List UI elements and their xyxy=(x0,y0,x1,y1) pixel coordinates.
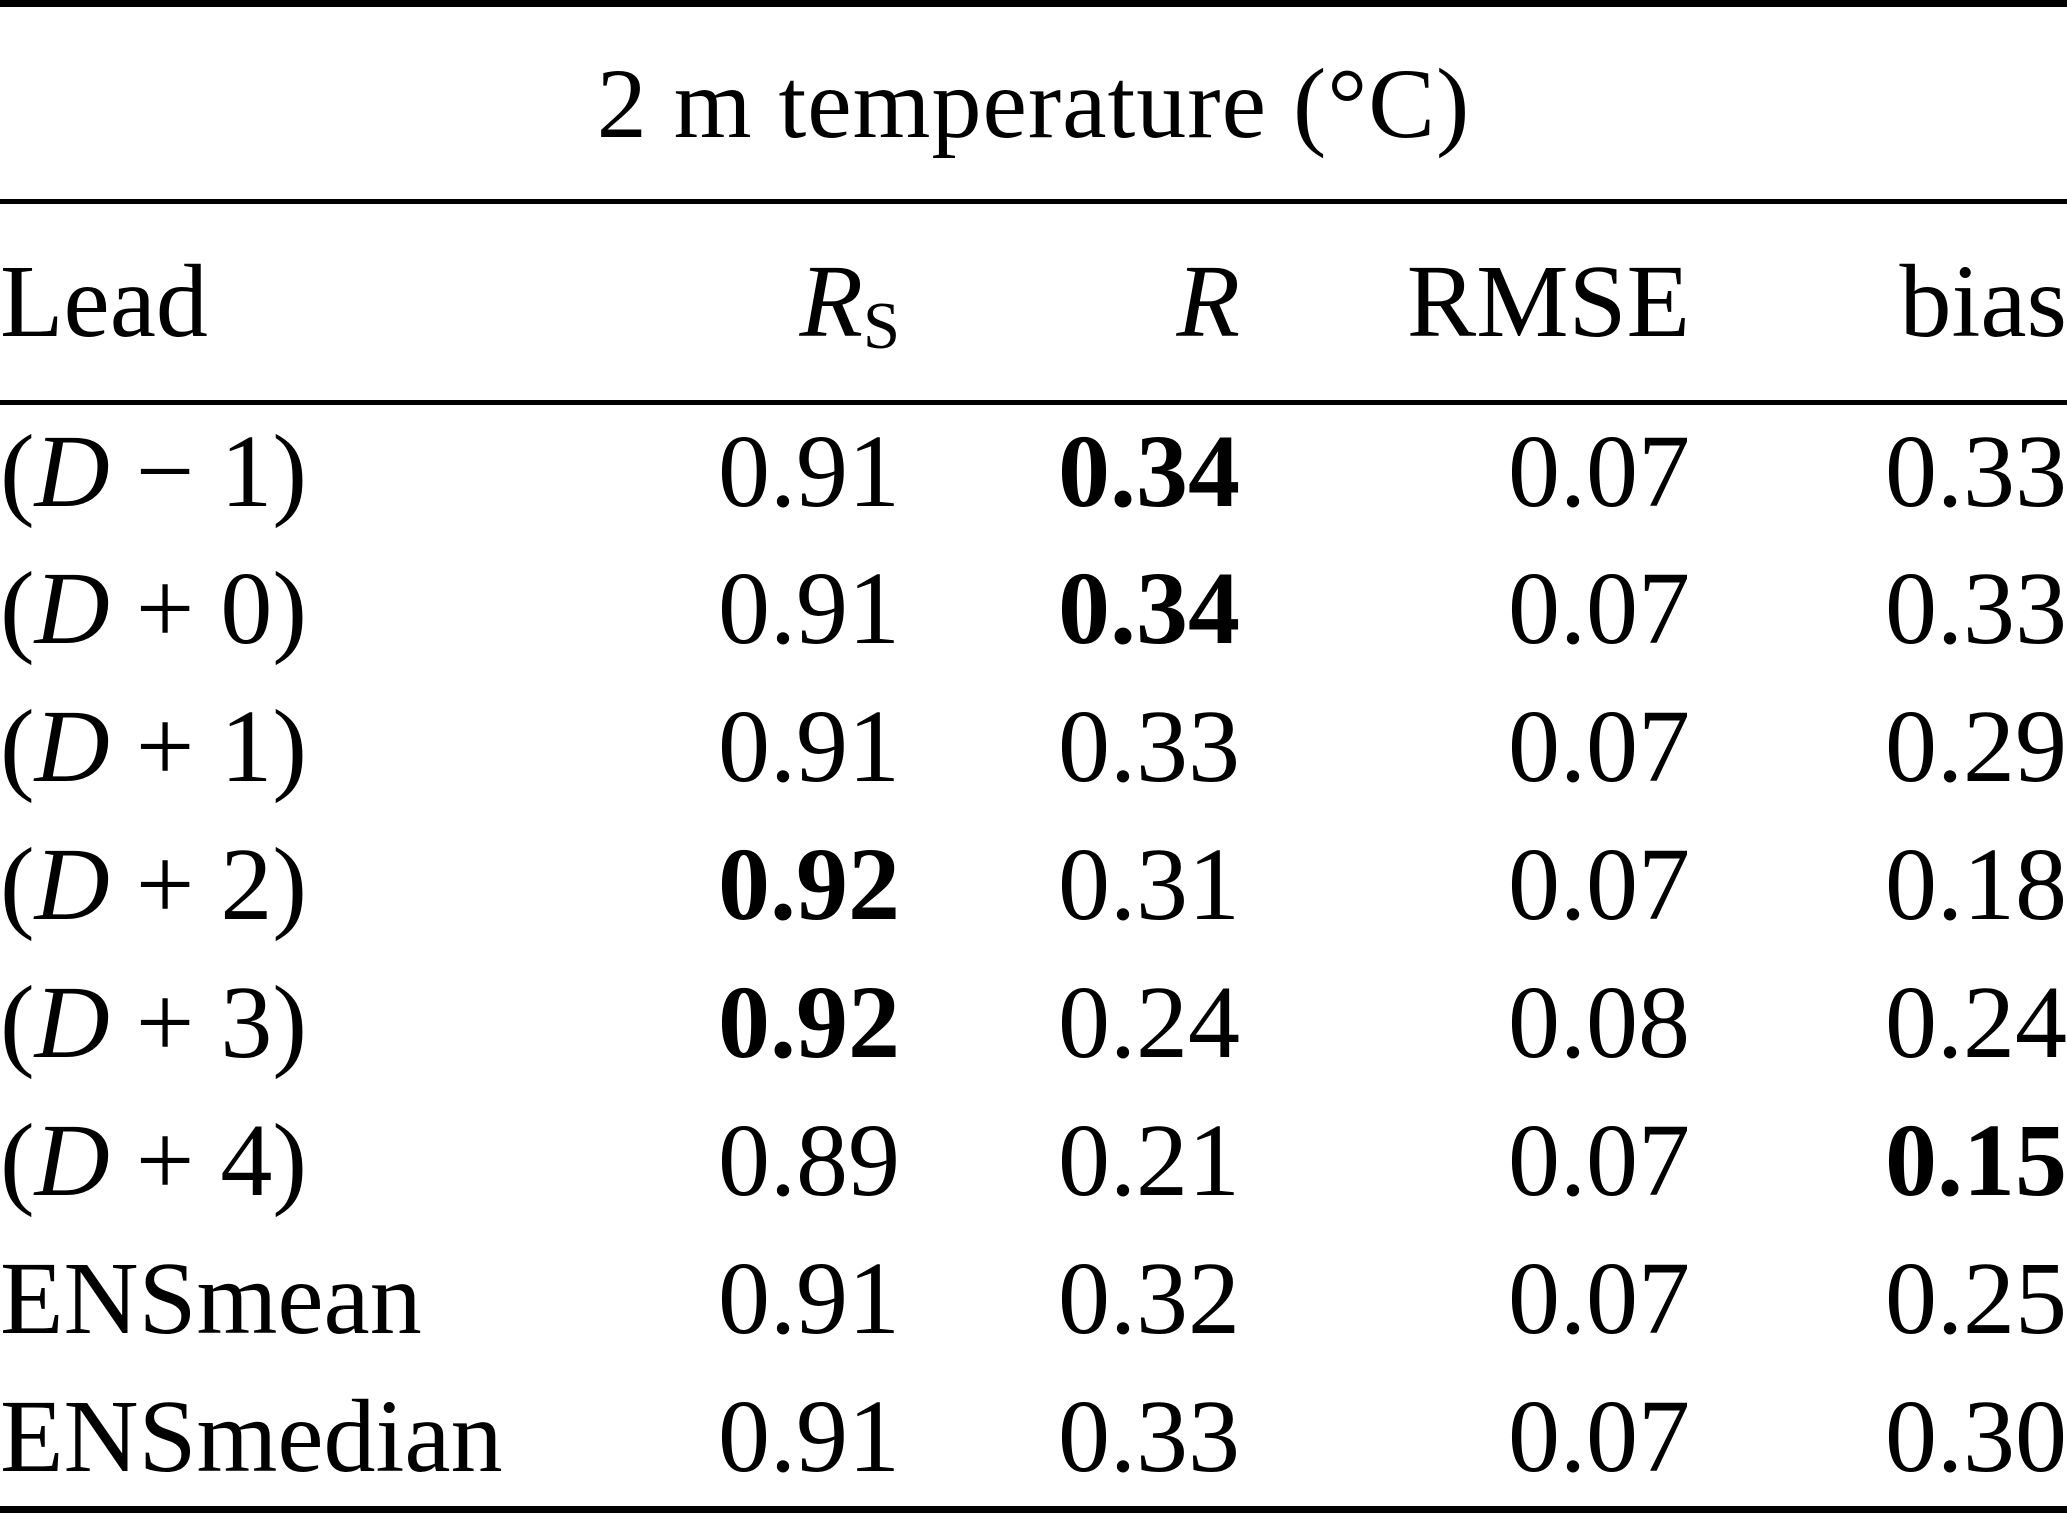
value-cell: 0.33 xyxy=(1058,1379,1240,1494)
value-cell: 0.18 xyxy=(1885,827,2067,942)
table-row: (D − 1) 0.91 0.34 0.07 0.33 xyxy=(0,402,2067,540)
value-cell: 0.07 xyxy=(1508,1241,1690,1356)
value-cell: 0.92 xyxy=(718,827,900,942)
value-cell: 0.07 xyxy=(1508,414,1690,530)
value-cell: 0.30 xyxy=(1885,1379,2067,1494)
value-cell: 0.29 xyxy=(1885,689,2067,804)
value-cell: 0.07 xyxy=(1508,1103,1690,1218)
value-cell: 0.15 xyxy=(1885,1103,2067,1218)
lead-cell: (D + 3) xyxy=(0,965,308,1080)
value-cell: 0.24 xyxy=(1885,965,2067,1080)
value-cell: 0.91 xyxy=(718,551,900,666)
metrics-table: Lead RS R RMSE bias (D − 1) 0.91 0.34 0.07 0… xyxy=(0,204,2067,1506)
value-cell: 0.33 xyxy=(1885,551,2067,666)
value-cell: 0.91 xyxy=(718,689,900,804)
lead-cell: ENSmedian xyxy=(0,1379,503,1494)
lead-cell: ENSmean xyxy=(0,1241,422,1356)
col-header-lead: Lead xyxy=(0,204,660,405)
value-cell: 0.91 xyxy=(718,1379,900,1494)
value-cell: 0.24 xyxy=(1058,965,1240,1080)
col-header-r: R xyxy=(900,204,1240,405)
value-cell: 0.91 xyxy=(718,1241,900,1356)
value-cell: 0.08 xyxy=(1508,965,1690,1080)
table-top-rule xyxy=(0,0,2067,7)
table-title: 2 m temperature (°C) xyxy=(596,47,1471,159)
table-row: (D + 1) 0.91 0.33 0.07 0.29 xyxy=(0,678,2067,816)
col-header-rs-subscript: S xyxy=(862,290,900,364)
table-row: (D + 0) 0.91 0.34 0.07 0.33 xyxy=(0,540,2067,678)
value-cell: 0.33 xyxy=(1885,414,2067,530)
title-divider-rule xyxy=(0,199,2067,204)
value-cell: 0.21 xyxy=(1058,1103,1240,1218)
value-cell: 0.34 xyxy=(1058,414,1240,530)
value-cell: 0.31 xyxy=(1058,827,1240,942)
value-cell: 0.92 xyxy=(718,965,900,1080)
value-cell: 0.07 xyxy=(1508,551,1690,666)
table-row: (D + 3) 0.92 0.24 0.08 0.24 xyxy=(0,954,2067,1092)
lead-cell: (D + 1) xyxy=(0,689,308,804)
col-header-rs-base: R xyxy=(799,244,863,360)
table-row: ENSmedian 0.91 0.33 0.07 0.30 xyxy=(0,1368,2067,1506)
value-cell: 0.32 xyxy=(1058,1241,1240,1356)
value-cell: 0.33 xyxy=(1058,689,1240,804)
col-header-r-label: R xyxy=(1176,244,1240,360)
col-header-rmse: RMSE xyxy=(1240,204,1690,405)
value-cell: 0.07 xyxy=(1508,827,1690,942)
table-row: (D + 2) 0.92 0.31 0.07 0.18 xyxy=(0,816,2067,954)
value-cell: 0.25 xyxy=(1885,1241,2067,1356)
table-bottom-rule xyxy=(0,1506,2067,1513)
lead-cell: (D + 0) xyxy=(0,551,308,666)
lead-cell: (D − 1) xyxy=(0,414,308,530)
value-cell: 0.89 xyxy=(718,1103,900,1218)
lead-cell: (D + 4) xyxy=(0,1103,308,1218)
value-cell: 0.07 xyxy=(1508,1379,1690,1494)
col-header-rs: RS xyxy=(660,204,900,405)
lead-cell: (D + 2) xyxy=(0,827,308,942)
table-row: (D + 4) 0.89 0.21 0.07 0.15 xyxy=(0,1092,2067,1230)
header-row: Lead RS R RMSE bias xyxy=(0,204,2067,405)
col-header-bias: bias xyxy=(1690,204,2067,405)
table-row: ENSmean 0.91 0.32 0.07 0.25 xyxy=(0,1230,2067,1368)
table-body: (D − 1) 0.91 0.34 0.07 0.33 (D + 0) 0.91 0.34 0.… xyxy=(0,402,2067,1506)
value-cell: 0.91 xyxy=(718,414,900,530)
value-cell: 0.07 xyxy=(1508,689,1690,804)
table-header: Lead RS R RMSE bias xyxy=(0,204,2067,405)
value-cell: 0.34 xyxy=(1058,551,1240,666)
